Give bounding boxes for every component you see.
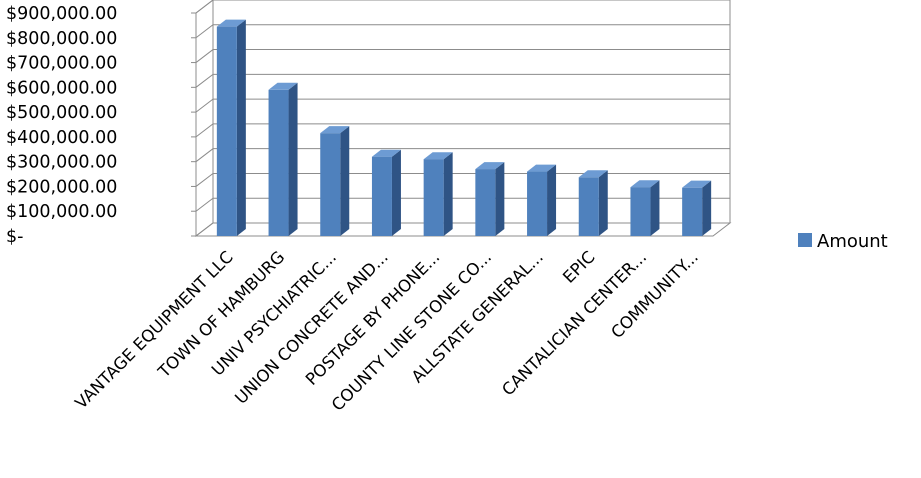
legend-label-amount: Amount <box>817 231 888 252</box>
gridline <box>195 0 730 14</box>
bar <box>268 82 298 236</box>
bar-front <box>630 187 651 236</box>
bar-top <box>578 170 608 178</box>
y-tick-label: $500,000.00 <box>6 103 117 123</box>
bar-side <box>650 180 660 236</box>
bar-side <box>288 82 298 236</box>
bar-front <box>423 159 444 236</box>
y-tick-label: $400,000.00 <box>6 128 117 148</box>
bar-top <box>423 152 453 160</box>
bar-front <box>578 177 599 236</box>
bar-side <box>547 164 557 236</box>
bar <box>578 170 608 236</box>
y-tick-label: $700,000.00 <box>6 54 117 74</box>
bar-side <box>495 162 505 236</box>
bar-top <box>682 180 712 188</box>
bar-top <box>475 162 505 170</box>
bar-top <box>630 180 660 188</box>
bar-front <box>216 26 237 236</box>
x-tick-label: EPIC <box>559 247 598 286</box>
bar-side <box>702 180 712 236</box>
bar <box>630 180 660 236</box>
gridline <box>195 222 730 237</box>
legend-swatch-amount <box>798 233 812 247</box>
bar-front <box>268 89 289 236</box>
bar <box>527 164 557 236</box>
bar <box>475 162 505 236</box>
bar-top <box>320 126 350 134</box>
bar-front <box>527 171 548 236</box>
bar-side <box>391 149 401 236</box>
bar-side <box>236 19 246 236</box>
chart-bars <box>216 19 712 236</box>
gridline <box>195 123 730 138</box>
y-tick-label: $100,000.00 <box>6 202 117 222</box>
bar-top <box>527 164 557 172</box>
y-tick-label: $600,000.00 <box>6 78 117 98</box>
gridline <box>195 172 730 187</box>
y-tick-label: $900,000.00 <box>6 4 117 24</box>
bar-side <box>598 170 608 236</box>
bar-side <box>340 126 350 236</box>
bar-front <box>475 169 496 236</box>
bar-top <box>371 149 401 157</box>
bar-front <box>371 156 392 236</box>
gridline <box>195 24 730 39</box>
y-tick-label: $200,000.00 <box>6 177 117 197</box>
chart-gridlines <box>191 0 730 237</box>
chart-legend: Amount <box>798 231 888 252</box>
y-tick-label: $800,000.00 <box>6 29 117 49</box>
bar <box>682 180 712 236</box>
gridline <box>195 148 730 163</box>
y-tick-label: $- <box>6 227 23 247</box>
y-axis-tick-labels: $- $100,000.00 $200,000.00 $300,000.00 $400,… <box>6 4 117 247</box>
bar <box>216 19 246 236</box>
bar-top <box>216 19 246 27</box>
gridline <box>195 98 730 113</box>
bar <box>320 126 350 236</box>
bar <box>371 149 401 236</box>
y-tick-label: $300,000.00 <box>6 153 117 173</box>
gridline <box>195 49 730 63</box>
gridline <box>195 73 730 88</box>
bar-side <box>443 152 453 236</box>
bar-front <box>682 187 703 236</box>
bar-top <box>268 82 298 90</box>
bar <box>423 152 453 236</box>
gridline <box>195 197 730 212</box>
bar-front <box>320 133 341 236</box>
